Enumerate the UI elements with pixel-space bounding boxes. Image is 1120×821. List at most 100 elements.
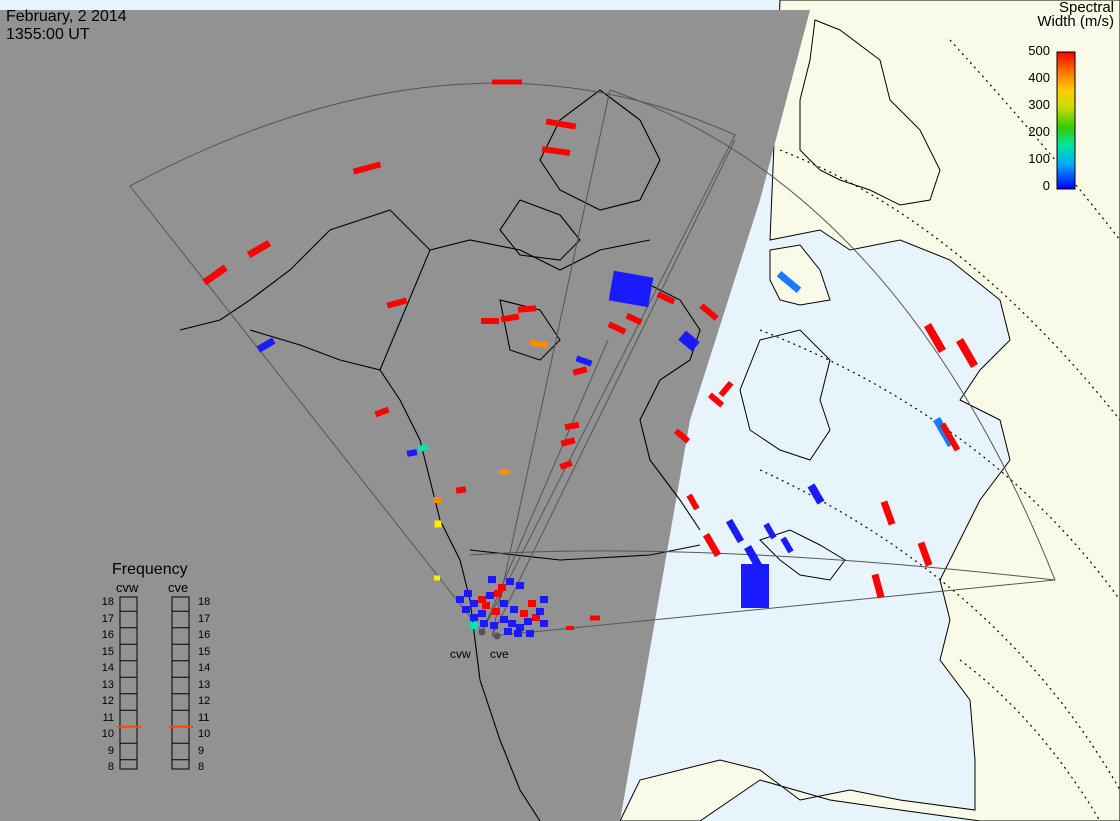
- colorbar-title-line1: Spectral: [1058, 0, 1114, 16]
- coastlines-night: [179, 89, 701, 821]
- radar-data-cell: [741, 564, 769, 608]
- frequency-scale-label-right: 15: [198, 645, 211, 658]
- radar-data-cell: [545, 118, 577, 130]
- radar-data-cell: [492, 79, 522, 85]
- radar-data-cell: [871, 573, 885, 599]
- radar-data-cell: [526, 630, 534, 637]
- radar-fov: [129, 82, 1056, 637]
- radar-data-cell: [529, 339, 549, 349]
- land-day-baffin: [769, 244, 831, 306]
- radar-data-cell: [718, 380, 734, 398]
- frequency-scale-label-left: 15: [101, 645, 114, 658]
- radar-data-cell: [478, 610, 486, 617]
- colorbar-tick-100: 100: [1028, 151, 1050, 166]
- frequency-scale-label-left: 12: [101, 695, 114, 707]
- radar-data-cell: [386, 297, 408, 309]
- radar-data-cell: [939, 422, 961, 452]
- frequency-title: Frequency: [112, 561, 188, 578]
- frequency-scale-label-left: 13: [101, 678, 114, 691]
- radar-data-cell: [532, 614, 540, 621]
- frequency-header-cvw: cvw: [116, 580, 139, 595]
- radar-data-cell: [506, 578, 514, 585]
- radar-data-cell: [492, 608, 500, 615]
- radar-data-cell: [464, 590, 472, 597]
- time-label: 1355:00 UT: [6, 26, 90, 43]
- colorbar-tick-300: 300: [1028, 97, 1050, 112]
- radar-data-cell: [417, 443, 429, 453]
- radar-data-cell: [510, 606, 518, 613]
- radar-data-cell: [686, 493, 700, 511]
- radar-data-cell: [807, 483, 825, 505]
- radar-data-cell: [514, 630, 522, 637]
- frequency-scale-label-left: 17: [101, 612, 114, 625]
- radar-data-cell: [880, 500, 896, 526]
- colorbar-tick-400: 400: [1028, 70, 1050, 85]
- frequency-scale-label-right: 11: [198, 711, 210, 724]
- latitude-grid: [759, 39, 1120, 821]
- land-day-north: [799, 19, 941, 206]
- radar-data-cell: [470, 622, 478, 629]
- radar-data-cell: [434, 520, 442, 528]
- radar-data-cell: [541, 146, 571, 156]
- radar-data-cell: [494, 590, 502, 597]
- radar-data-cell: [516, 582, 524, 589]
- radar-data-cell: [482, 602, 490, 609]
- radar-data-cell: [559, 460, 573, 470]
- radar-data-cell: [246, 239, 272, 259]
- radar-data-cell: [500, 616, 508, 623]
- radar-data-cell: [470, 614, 478, 621]
- frequency-scale-label-right: 10: [198, 728, 211, 740]
- radar-data-cell: [608, 270, 654, 308]
- radar-data-cell: [625, 312, 643, 326]
- radar-data-cell: [702, 532, 722, 558]
- radar-data-cell: [499, 469, 509, 475]
- land-day-area: [619, 0, 1120, 821]
- radar-data-cell: [500, 600, 508, 607]
- radar-data-cell: [575, 355, 593, 367]
- radar-data-cell: [725, 518, 745, 544]
- radar-data-cell: [776, 270, 802, 294]
- radar-data-cell: [956, 338, 978, 368]
- radar-data-cell: [433, 497, 441, 503]
- radar-data-cell: [508, 620, 516, 627]
- frequency-scale-label-right: 16: [198, 629, 211, 641]
- frequency-scale-label-right: 9: [198, 744, 205, 757]
- radar-data-cell: [590, 615, 600, 621]
- radar-site-cvw: [478, 628, 486, 636]
- frequency-scale-label-right: 8: [198, 761, 205, 773]
- radar-data-cell: [917, 541, 933, 567]
- radar-site-cve: [493, 632, 501, 640]
- radar-data-cell: [607, 321, 627, 335]
- radar-data-cell: [500, 313, 520, 323]
- radar-data-cell: [780, 536, 794, 554]
- radar-data-cell: [517, 305, 537, 313]
- radar-data-cell: [462, 606, 470, 613]
- radar-data-cell: [528, 600, 536, 607]
- colorbar-tick-0: 0: [1042, 178, 1050, 193]
- radar-data-cell: [504, 628, 512, 635]
- radar-data-cell: [486, 592, 494, 599]
- radar-data-cell: [488, 576, 496, 583]
- radar-data-cell: [520, 610, 528, 617]
- radar-data-cell: [374, 406, 390, 418]
- frequency-bar-ticks: [120, 610, 189, 761]
- radar-data-cell: [455, 486, 467, 494]
- radar-data-cell: [572, 366, 588, 376]
- radar-data-cell: [678, 330, 700, 352]
- radar-data-cell: [490, 622, 498, 629]
- frequency-scale-label-right: 14: [198, 662, 211, 674]
- radar-data-cell: [673, 428, 691, 444]
- radar-data-cell: [498, 584, 506, 591]
- frequency-scale-label-left: 16: [101, 629, 114, 641]
- frequency-scale-label-left: 18: [101, 596, 114, 608]
- radar-label-cve: cve: [490, 647, 509, 661]
- frequency-scale-label-right: 18: [198, 596, 211, 608]
- hudson-bay: [739, 329, 831, 461]
- frequency-scale-label-left: 11: [102, 711, 114, 724]
- frequency-scale-label-right: 17: [198, 612, 211, 625]
- radar-data-cell: [540, 596, 548, 603]
- radar-data-cell: [540, 620, 548, 627]
- frequency-scale-label-right: 13: [198, 678, 211, 691]
- radar-data-cell: [924, 323, 946, 353]
